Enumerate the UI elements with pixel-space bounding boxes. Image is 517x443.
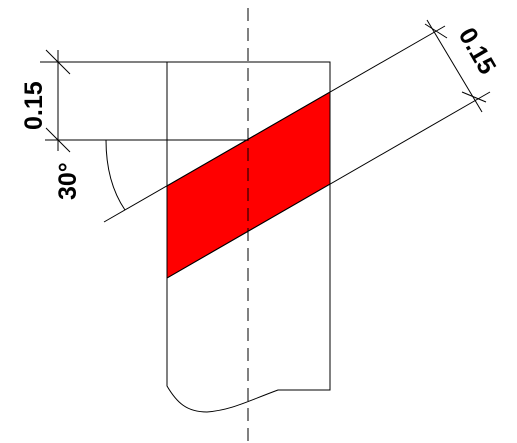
part-outline [166, 61, 331, 413]
angle-arc [105, 139, 126, 211]
dimension-height-label: 0.15 [20, 81, 48, 130]
band-dimension-tick-bottom [461, 91, 487, 103]
vertical-dimension-tick-top [45, 49, 71, 75]
band-dimension-tick-top [424, 23, 448, 39]
band-lower-edge-line [166, 91, 491, 279]
band-upper-edge-line [103, 25, 446, 223]
dimension-band-width-label: 0.15 [453, 23, 502, 79]
vertical-dimension-tick-bottom [45, 127, 71, 153]
dimension-angle-label: 30° [54, 162, 82, 200]
